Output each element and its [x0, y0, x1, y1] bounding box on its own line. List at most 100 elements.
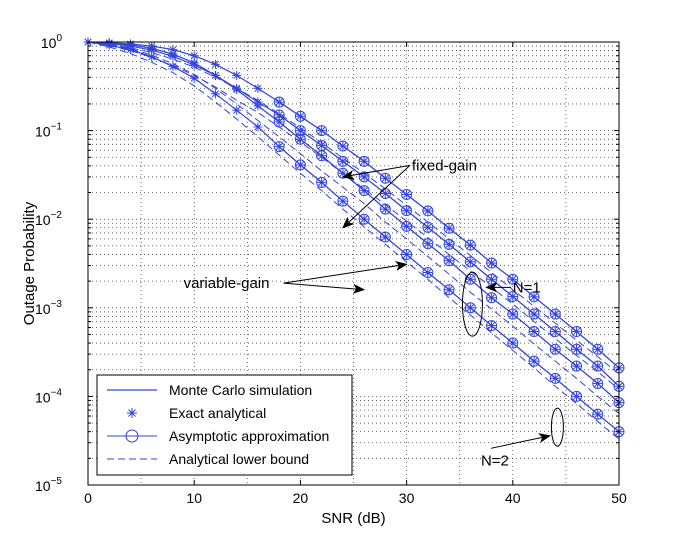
exact-analytical-point	[423, 222, 433, 232]
star-stroke	[594, 410, 602, 418]
exact-analytical-point	[487, 293, 497, 303]
star-stroke	[403, 207, 411, 215]
asymptotic-point	[379, 172, 391, 184]
exact-analytical-point	[232, 105, 242, 115]
exact-analytical-point	[529, 292, 539, 302]
annotation-text: N=2	[481, 452, 509, 469]
asymptotic-point	[571, 390, 583, 402]
exact-analytical-point	[274, 110, 284, 120]
star-stroke	[551, 345, 559, 353]
exact-analytical-point	[317, 177, 327, 187]
asymptotic-point	[273, 141, 285, 153]
exact-analytical-point	[189, 51, 199, 61]
star-stroke	[530, 357, 538, 365]
asymptotic-point	[549, 372, 561, 384]
star-stroke	[488, 294, 496, 302]
exact-analytical-point	[444, 256, 454, 266]
star-stroke	[190, 61, 198, 69]
star-stroke	[318, 152, 326, 160]
star-stroke	[211, 60, 219, 68]
exact-analytical-point	[465, 303, 475, 313]
star-stroke	[318, 178, 326, 186]
star-stroke	[572, 362, 581, 370]
asymptotic-point	[592, 377, 604, 389]
annotation-arrow	[342, 165, 411, 229]
star-stroke	[509, 293, 517, 301]
asymptotic-point	[464, 302, 476, 314]
exact-analytical-point	[487, 274, 497, 284]
exact-analytical-point	[529, 356, 539, 366]
exact-analytical-point	[508, 309, 518, 319]
asymptotic-point	[294, 159, 306, 171]
exact-analytical-point	[529, 327, 539, 337]
asymptotic-point	[379, 231, 391, 243]
annotation-text: fixed-gain	[412, 157, 477, 174]
star-stroke	[211, 71, 219, 79]
exact-analytical-point	[380, 189, 390, 199]
star-stroke	[551, 310, 559, 318]
legend-entry: Asymptotic approximation	[107, 428, 329, 444]
exact-analytical-point	[423, 268, 433, 278]
asymptotic-point	[464, 273, 476, 285]
exact-analytical-point	[487, 321, 497, 331]
exact-analytical-point	[508, 274, 518, 284]
star-stroke	[424, 269, 432, 277]
star-stroke	[488, 275, 496, 283]
star-stroke	[169, 52, 177, 60]
lower-bound-line	[87, 41, 620, 390]
star-stroke	[254, 84, 262, 92]
exact-analytical-point	[572, 391, 582, 401]
asymptotic-point	[337, 195, 349, 207]
annotation-arrow	[283, 260, 408, 284]
asymptotic-point	[549, 326, 561, 338]
asymptotic-point	[592, 343, 604, 355]
asymptotic-point	[401, 248, 413, 260]
asymptotic-point	[528, 308, 540, 320]
exact-analytical-point	[550, 327, 560, 337]
star-stroke	[509, 310, 517, 318]
star-stroke	[360, 187, 368, 195]
exact-analytical-point	[593, 361, 603, 371]
x-tick-label: 20	[293, 490, 309, 506]
star-stroke	[318, 141, 326, 149]
exact-analytical-point	[317, 126, 327, 136]
y-axis-label: Outage Probability	[21, 201, 38, 325]
asymptotic-point	[507, 273, 519, 285]
star-stroke	[128, 409, 136, 417]
exact-analytical-point	[423, 239, 433, 249]
exact-analytical-point	[444, 223, 454, 233]
exact-analytical-point	[147, 41, 157, 51]
star-stroke	[105, 39, 113, 47]
star-stroke	[572, 327, 581, 336]
exact-analytical-point	[295, 160, 305, 170]
asymptotic-point	[528, 355, 540, 367]
annotation-arrow	[283, 282, 366, 294]
exact-analytical-point	[593, 344, 603, 354]
asymptotic-point	[507, 291, 519, 303]
legend-label: Exact analytical	[169, 405, 266, 421]
exact-analytical-point	[338, 196, 348, 206]
star-stroke	[148, 53, 156, 61]
exact-analytical-point	[380, 204, 390, 214]
exact-analytical-point	[508, 338, 518, 348]
star-stroke	[381, 189, 389, 198]
asymptotic-point	[316, 139, 328, 151]
asymptotic-point	[443, 238, 455, 250]
y-tick-label: 10−1	[35, 122, 62, 140]
exact-analytical-point	[253, 83, 263, 93]
exact-analytical-point	[444, 285, 454, 295]
star-stroke	[572, 392, 581, 400]
star-stroke	[594, 379, 602, 387]
annotation-n-2: N=2	[481, 407, 564, 469]
annotation-n-1: N=1	[461, 271, 541, 337]
exact-analytical-point	[210, 70, 220, 80]
exact-analytical-point	[210, 59, 220, 69]
star-stroke	[530, 327, 538, 336]
star-stroke	[381, 174, 389, 182]
x-axis-label: SNR (dB)	[321, 510, 385, 527]
exact-analytical-point	[168, 61, 178, 71]
axis-ticks: 0 10 20 30 40 50 100 10−1 10−2 10−3 10−4 10−5	[35, 33, 627, 506]
star-stroke	[594, 362, 602, 370]
star-stroke	[148, 42, 156, 50]
